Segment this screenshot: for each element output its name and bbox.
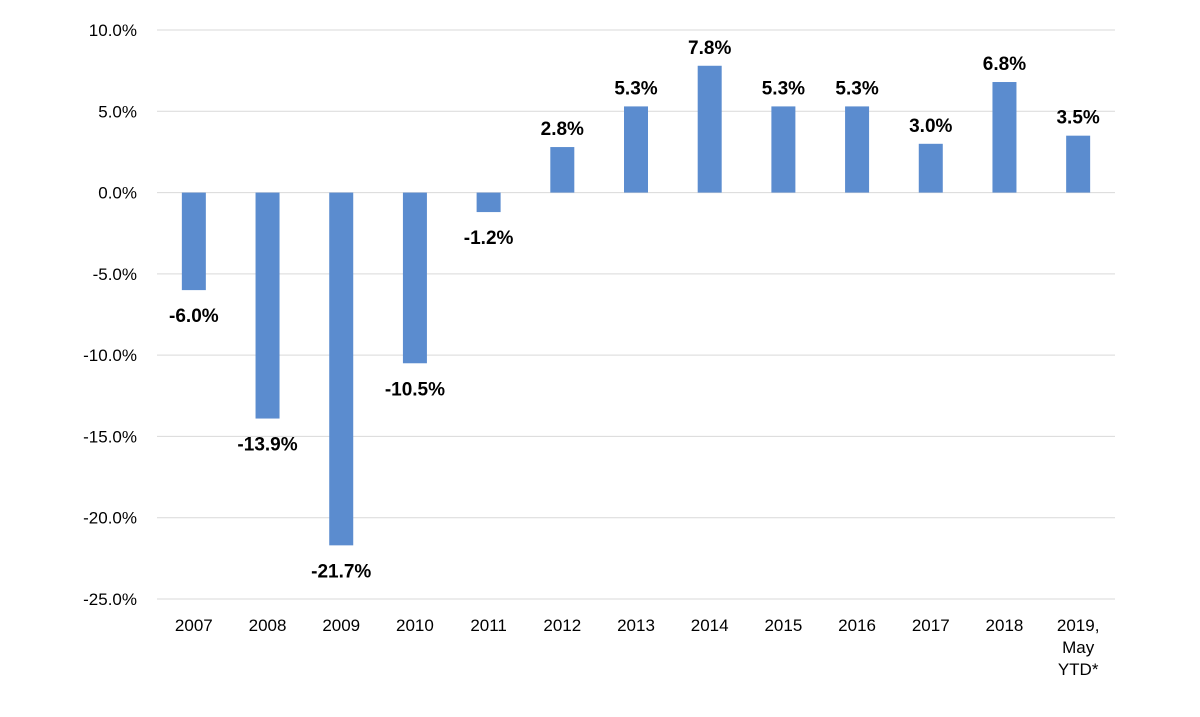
data-label: -6.0% (169, 306, 219, 327)
category-label: 2018 (986, 616, 1024, 635)
category-label: 2008 (249, 616, 287, 635)
data-label: 6.8% (983, 54, 1026, 75)
category-label: 2019, May YTD* (1057, 616, 1100, 679)
y-tick-label: -5.0% (93, 265, 137, 284)
data-label: -1.2% (464, 228, 514, 249)
bar (1066, 135, 1091, 193)
data-label: -21.7% (311, 561, 371, 582)
category-label: 2010 (396, 616, 434, 635)
bar (255, 192, 280, 419)
y-tick-label: 5.0% (98, 102, 137, 121)
category-label: 2009 (322, 616, 360, 635)
y-tick-label: -10.0% (83, 346, 137, 365)
category-label: 2015 (764, 616, 802, 635)
data-label: 3.0% (909, 116, 952, 137)
y-tick-label: -20.0% (83, 509, 137, 528)
x-axis-category-labels: 2007 2008 2009 2010 2011 2012 2013 2014 2015 2016… (175, 616, 1099, 679)
data-label: 5.3% (614, 78, 657, 99)
data-label: 2.8% (541, 119, 584, 140)
data-label: 5.3% (762, 78, 805, 99)
category-label: 2013 (617, 616, 655, 635)
data-label: -10.5% (385, 379, 445, 400)
category-label: 2017 (912, 616, 950, 635)
bar (918, 143, 943, 193)
bar (181, 192, 206, 291)
category-label: 2016 (838, 616, 876, 635)
category-label: 2014 (691, 616, 729, 635)
bar (771, 106, 796, 193)
y-tick-label: -25.0% (83, 590, 137, 609)
data-label: 5.3% (835, 78, 878, 99)
data-label: -13.9% (237, 435, 297, 456)
bar (992, 82, 1017, 193)
bars (181, 65, 1091, 546)
bar (624, 106, 648, 193)
category-label: 2012 (543, 616, 581, 635)
data-label: 3.5% (1056, 108, 1099, 129)
bar (697, 65, 722, 193)
bar (550, 147, 575, 193)
y-axis-tick-labels: 10.0% 5.0% 0.0% -5.0% -10.0% -15.0% -20.0% -25.… (83, 21, 137, 609)
category-label: 2011 (470, 616, 507, 635)
y-tick-label: -15.0% (83, 427, 137, 446)
bar (845, 106, 870, 193)
bar (402, 192, 427, 364)
data-labels: -6.0% -13.9% -21.7% -10.5% -1.2% 2.8% 5.3% 7.8%… (169, 38, 1100, 583)
y-tick-label: 10.0% (89, 21, 137, 40)
data-label: 7.8% (688, 38, 731, 59)
bar (476, 192, 501, 213)
bar (329, 192, 354, 546)
category-label: 2007 (175, 616, 213, 635)
y-tick-label: 0.0% (98, 184, 137, 203)
